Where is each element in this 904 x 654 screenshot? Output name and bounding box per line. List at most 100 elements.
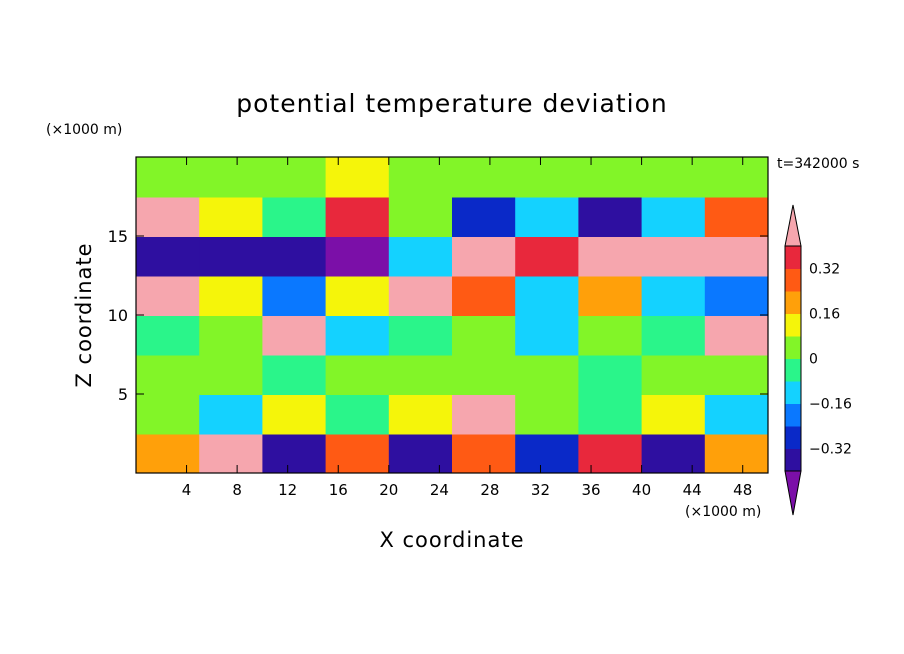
- field-cell: [452, 433, 517, 473]
- field-cell: [199, 157, 264, 198]
- colorbar-segment: [785, 358, 801, 382]
- colorbar-extend-high: [784, 204, 802, 247]
- field-cell: [199, 196, 264, 237]
- field-cell: [515, 196, 580, 237]
- field-cell: [388, 315, 453, 356]
- field-cell: [199, 394, 264, 435]
- x-tick-label: 16: [329, 481, 348, 499]
- field-cell: [578, 354, 643, 395]
- y-tick-label: 10: [108, 306, 128, 325]
- field-cell: [262, 157, 327, 198]
- field-cell: [388, 236, 453, 277]
- y-tick-label: 15: [108, 227, 128, 246]
- x-axis: 4 8 12 16 20 24 28 32 36 40 44 48: [182, 157, 752, 499]
- colorbar-tick-label: −0.32: [809, 442, 852, 458]
- field-cell: [452, 236, 517, 277]
- field-cell: [325, 236, 390, 277]
- contour-field: [136, 157, 768, 473]
- colorbar-segment: [785, 268, 801, 292]
- colorbar-segment: [785, 313, 801, 337]
- field-cell: [704, 354, 768, 395]
- field-cell: [578, 275, 643, 316]
- x-tick-label: 44: [683, 481, 702, 499]
- colorbar-tick-label: 0: [809, 352, 818, 368]
- field-cell: [641, 394, 706, 435]
- colorbar-extend-low: [784, 470, 802, 516]
- colorbar-segment: [785, 381, 801, 404]
- field-cell: [452, 157, 517, 198]
- field-cell: [704, 394, 768, 435]
- field-cell: [578, 315, 643, 356]
- field-cell: [388, 394, 453, 435]
- field-cell: [262, 354, 327, 395]
- field-cell: [199, 433, 264, 473]
- colorbar-segment: [785, 448, 801, 472]
- y-unit-label: (×1000 m): [46, 122, 122, 138]
- field-cell: [641, 315, 706, 356]
- field-cell: [452, 275, 517, 316]
- field-cell: [388, 354, 453, 395]
- field-cell: [704, 236, 768, 277]
- field-cell: [199, 354, 264, 395]
- x-tick-label: 28: [480, 481, 499, 499]
- field-cell: [704, 433, 768, 473]
- x-tick-label: 40: [632, 481, 651, 499]
- colorbar-segment: [785, 403, 801, 427]
- field-cell: [262, 433, 327, 473]
- field-cell: [136, 315, 201, 356]
- field-cell: [452, 196, 517, 237]
- colorbar-frame: [784, 245, 802, 472]
- field-cell: [262, 275, 327, 316]
- field-cell: [136, 157, 201, 198]
- field-cell: [388, 196, 453, 237]
- field-cell: [199, 236, 264, 277]
- field-cell: [262, 236, 327, 277]
- chart-title: potential temperature deviation: [236, 89, 667, 118]
- x-tick-label: 12: [278, 481, 297, 499]
- x-axis-label: X coordinate: [379, 528, 524, 552]
- field-cell: [452, 315, 517, 356]
- colorbar-segment: [785, 336, 801, 359]
- field-cell: [704, 157, 768, 198]
- x-tick-label: 24: [430, 481, 449, 499]
- field-cell: [452, 354, 517, 395]
- field-cell: [262, 394, 327, 435]
- time-label: t=342000 s: [777, 156, 859, 172]
- field-cell: [515, 354, 580, 395]
- field-cell: [452, 394, 517, 435]
- field-cell: [325, 157, 390, 198]
- field-cell: [641, 433, 706, 473]
- field-cell: [641, 275, 706, 316]
- x-tick-label: 32: [531, 481, 550, 499]
- y-axis-label: Z coordinate: [72, 242, 96, 387]
- field-cell: [515, 433, 580, 473]
- field-cell: [325, 196, 390, 237]
- field-cell: [262, 315, 327, 356]
- colorbar-segment: [785, 291, 801, 314]
- field-cell: [325, 354, 390, 395]
- field-cell: [578, 196, 643, 237]
- field-cell: [641, 354, 706, 395]
- colorbar-segment: [785, 246, 801, 269]
- field-cell: [136, 196, 201, 237]
- colorbar-tick-label: 0.32: [809, 262, 840, 278]
- x-unit-label: (×1000 m): [685, 504, 761, 520]
- field-cell: [136, 354, 201, 395]
- colorbar-tick-label: 0.16: [809, 307, 840, 323]
- field-cell: [262, 196, 327, 237]
- field-cell: [388, 157, 453, 198]
- field-cell: [641, 236, 706, 277]
- field-cell: [136, 394, 201, 435]
- field-cell: [199, 275, 264, 316]
- x-tick-label: 20: [379, 481, 398, 499]
- field-cell: [578, 394, 643, 435]
- field-cell: [704, 275, 768, 316]
- field-cell: [704, 196, 768, 237]
- field-cell: [136, 433, 201, 473]
- field-cell: [136, 275, 201, 316]
- field-cell: [641, 196, 706, 237]
- colorbar: 0.32 0.16 0 −0.16 −0.32: [784, 204, 852, 516]
- field-cell: [578, 236, 643, 277]
- field-cell: [325, 433, 390, 473]
